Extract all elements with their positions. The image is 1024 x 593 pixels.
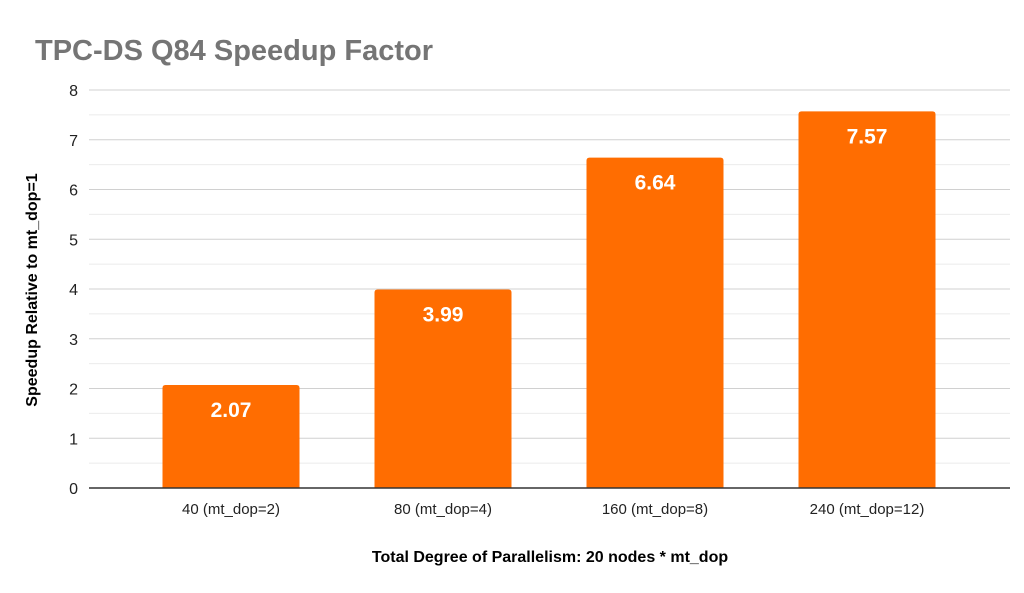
x-tick-label: 80 (mt_dop=4) [394,501,492,518]
bar [162,385,300,488]
y-tick-label: 5 [69,232,78,249]
y-tick-label: 0 [69,481,78,498]
y-tick-label: 1 [69,431,78,448]
bars: 2.07 3.99 6.64 7.57 [162,111,936,488]
y-tick-label: 7 [69,133,78,150]
data-label: 2.07 [211,399,252,422]
x-axis-label: Total Degree of Parallelism: 20 nodes * … [372,549,728,566]
chart-title: TPC-DS Q84 Speedup Factor [35,35,433,67]
y-tick-label: 4 [69,282,78,299]
data-label: 6.64 [635,172,676,195]
x-tick-label: 160 (mt_dop=8) [602,501,708,518]
bar [374,289,512,488]
y-axis-ticks: 0 1 2 3 4 5 6 7 8 [69,83,78,498]
bar [586,157,724,488]
y-tick-label: 6 [69,183,78,200]
y-tick-label: 8 [69,83,78,100]
bar [798,111,936,488]
data-label: 7.57 [847,125,888,148]
y-axis-label: Speedup Relative to mt_dop=1 [24,173,41,406]
x-tick-label: 40 (mt_dop=2) [182,501,280,518]
y-tick-label: 2 [69,382,78,399]
y-tick-label: 3 [69,332,78,349]
x-tick-label: 240 (mt_dop=12) [810,501,925,518]
x-axis-ticks: 40 (mt_dop=2) 80 (mt_dop=4) 160 (mt_dop=8)… [182,501,924,518]
data-label: 3.99 [423,303,464,326]
